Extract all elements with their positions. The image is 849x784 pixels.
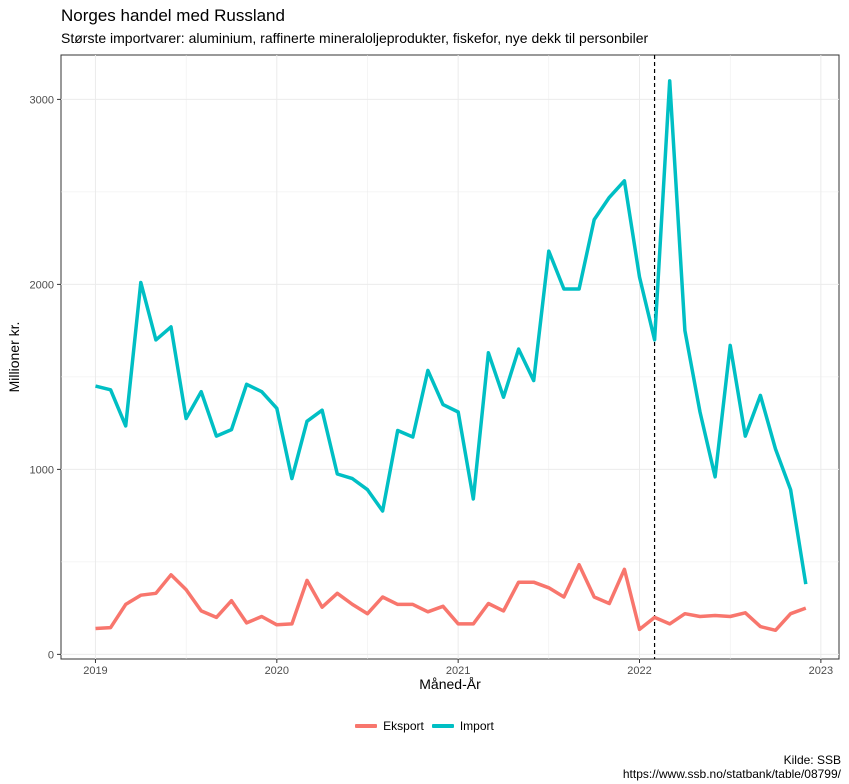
legend-label-import: Import	[459, 719, 494, 733]
x-tick-label: 2021	[446, 665, 470, 677]
legend-item-import: Import	[431, 719, 494, 733]
legend-label-eksport: Eksport	[383, 719, 424, 733]
x-tick-label: 2020	[265, 665, 289, 677]
plot-panel	[60, 54, 840, 660]
chart-plot: 2019 2020 2021 2022 2023 0 1000 2000 3000 Måned-…	[6, 54, 840, 692]
x-tick-label: 2023	[809, 665, 833, 677]
series-line-import	[95, 79, 808, 585]
chart-title: Norges handel med Russland	[61, 6, 285, 25]
series-line-eksport	[95, 562, 807, 633]
x-tick-label: 2019	[83, 665, 107, 677]
y-axis-title: Millioner kr.	[6, 322, 22, 393]
legend-key-import	[431, 724, 454, 728]
y-tick-label: 2000	[30, 279, 54, 291]
y-tick-label: 1000	[30, 464, 54, 476]
legend-item-eksport: Eksport	[355, 719, 424, 733]
x-tick-label: 2022	[627, 665, 651, 677]
y-tick-label: 3000	[30, 94, 54, 106]
x-axis-title: Måned-År	[419, 676, 481, 692]
legend: Eksport Import	[0, 719, 849, 733]
legend-key-eksport	[355, 724, 378, 728]
chart-subtitle: Største importvarer: aluminium, raffiner…	[61, 30, 649, 46]
y-tick-label: 0	[48, 649, 54, 661]
caption: Kilde: SSB https://www.ssb.no/statbank/t…	[623, 753, 841, 781]
caption-source: Kilde: SSB	[783, 753, 841, 767]
caption-url: https://www.ssb.no/statbank/table/08799/	[622, 767, 841, 781]
